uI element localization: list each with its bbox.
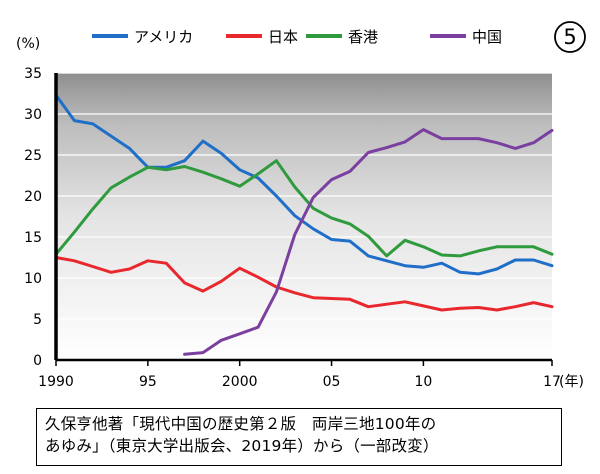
x-axis-ticks: 1990 95 2000 05 10 17(年) [38, 360, 584, 390]
series-line-3 [183, 128, 554, 356]
legend-label-3: 中国 [472, 28, 502, 46]
source-caption: 久保亨他著「現代中国の歴史第２版 両岸三地100年の あゆみ」（東京大学出版会、… [36, 408, 562, 466]
x-tick-label-1995: 95 [139, 374, 157, 390]
legend-label-0: アメリカ [134, 28, 193, 46]
y-axis-label: (%) [16, 36, 40, 52]
grid-lines [56, 72, 552, 320]
y-tick-label-30: 30 [24, 107, 42, 123]
x-tick-label-2010: 10 [414, 374, 432, 390]
x-tick-label-2017: 17 [543, 374, 561, 390]
series-lines [54, 93, 554, 356]
series-line-1 [54, 256, 554, 312]
y-tick-label-0: 0 [33, 353, 42, 369]
legend-label-1: 日本 [268, 28, 298, 46]
x-axis-label: (年) [559, 374, 584, 390]
caption-line-1: 久保亨他著「現代中国の歴史第２版 両岸三地100年の [45, 415, 437, 433]
axes [54, 73, 552, 362]
x-tick-label-2000: 2000 [222, 374, 258, 390]
y-tick-label-5: 5 [33, 312, 42, 328]
y-tick-label-25: 25 [24, 148, 42, 164]
badge: 5 [554, 21, 586, 53]
x-tick-label-2005: 05 [323, 374, 341, 390]
series-line-0 [54, 93, 554, 276]
y-axis-ticks: 0 5 10 15 20 25 30 35 [24, 66, 42, 369]
series-line-2 [54, 159, 554, 258]
y-tick-label-15: 15 [24, 230, 42, 246]
y-tick-label-35: 35 [24, 66, 42, 82]
caption-line-2: あゆみ」（東京大学出版会、2019年）から（一部改変） [45, 437, 439, 455]
badge-number: 5 [563, 25, 576, 49]
legend-label-2: 香港 [348, 28, 378, 46]
x-tick-label-1990: 1990 [38, 374, 74, 390]
legend: アメリカ 日本 香港 中国 [92, 28, 502, 46]
y-tick-label-10: 10 [24, 271, 42, 287]
y-tick-label-20: 20 [24, 189, 42, 205]
